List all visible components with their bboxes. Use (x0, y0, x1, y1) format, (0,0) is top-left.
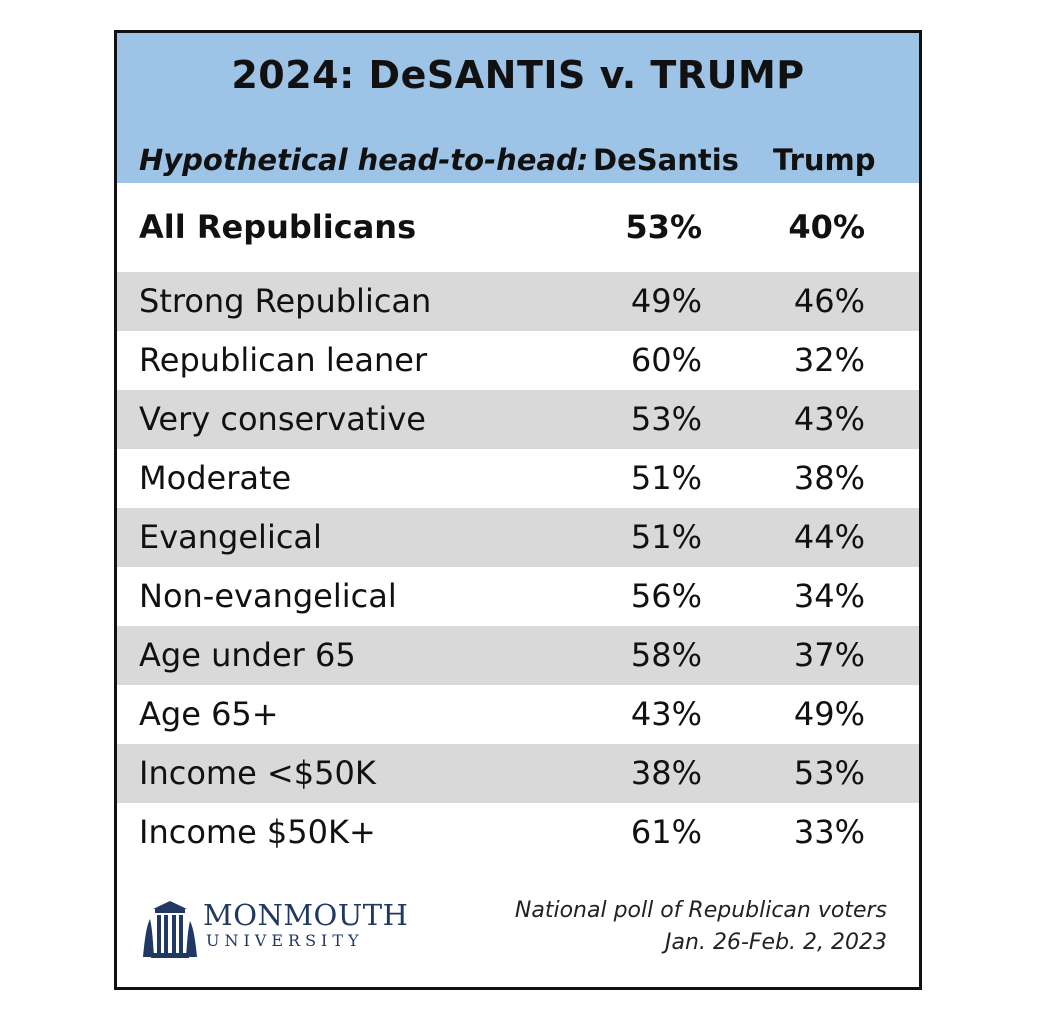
desantis-value: 60% (630, 341, 702, 379)
table-row: Moderate 51% 38% (117, 449, 919, 508)
trump-value: 43% (793, 400, 865, 438)
table-row: Republican leaner 60% 32% (117, 331, 919, 390)
desantis-value: 61% (630, 813, 702, 851)
source-note: National poll of Republican voters Jan. … (515, 895, 887, 959)
column-header-label: Hypothetical head-to-head: (139, 143, 589, 177)
row-label: Income $50K+ (139, 813, 376, 851)
chart-title: 2024: DeSANTIS v. TRUMP (231, 53, 805, 97)
row-label: Age 65+ (139, 695, 279, 733)
table-row: All Republicans 53% 40% (117, 198, 919, 257)
desantis-value: 38% (630, 754, 702, 792)
trump-value: 32% (793, 341, 865, 379)
table-row: Age under 65 58% 37% (117, 626, 919, 685)
desantis-value: 53% (625, 208, 702, 246)
logo-text: MONMOUTH UNIVERSITY (203, 899, 408, 951)
trump-value: 46% (793, 282, 865, 320)
header-band (117, 33, 919, 183)
column-header-trump: Trump (773, 143, 876, 177)
desantis-value: 51% (630, 459, 702, 497)
table-row: Evangelical 51% 44% (117, 508, 919, 567)
trump-value: 38% (793, 459, 865, 497)
desantis-value: 53% (630, 400, 702, 438)
trump-value: 33% (793, 813, 865, 851)
desantis-value: 51% (630, 518, 702, 556)
trump-value: 44% (793, 518, 865, 556)
row-label: Very conservative (139, 400, 426, 438)
desantis-value: 49% (630, 282, 702, 320)
trump-value: 53% (793, 754, 865, 792)
table-row: Strong Republican 49% 46% (117, 272, 919, 331)
row-label: Income <$50K (139, 754, 376, 792)
trump-value: 34% (793, 577, 865, 615)
table-row: Non-evangelical 56% 34% (117, 567, 919, 626)
monmouth-logo: MONMOUTH UNIVERSITY (141, 895, 441, 961)
row-label: Strong Republican (139, 282, 432, 320)
table-row: Income <$50K 38% 53% (117, 744, 919, 803)
trump-value: 49% (793, 695, 865, 733)
desantis-value: 43% (630, 695, 702, 733)
row-label: Age under 65 (139, 636, 356, 674)
table-row: Age 65+ 43% 49% (117, 685, 919, 744)
table-row: Income $50K+ 61% 33% (117, 803, 919, 862)
desantis-value: 58% (630, 636, 702, 674)
trump-value: 37% (793, 636, 865, 674)
row-label: Non-evangelical (139, 577, 397, 615)
logo-name: MONMOUTH (203, 898, 409, 932)
column-header-desantis: DeSantis (593, 143, 739, 177)
row-label: Moderate (139, 459, 292, 497)
trump-value: 40% (788, 208, 865, 246)
row-label: Evangelical (139, 518, 322, 556)
source-line-2: Jan. 26-Feb. 2, 2023 (665, 930, 887, 955)
row-label: All Republicans (139, 208, 417, 246)
source-line-1: National poll of Republican voters (514, 898, 887, 923)
table-row: Very conservative 53% 43% (117, 390, 919, 449)
desantis-value: 56% (630, 577, 702, 615)
row-label: Republican leaner (139, 341, 428, 379)
university-building-icon (143, 901, 197, 958)
logo-subtitle: UNIVERSITY (206, 931, 364, 950)
poll-table-card: 2024: DeSANTIS v. TRUMP Hypothetical hea… (114, 30, 922, 990)
